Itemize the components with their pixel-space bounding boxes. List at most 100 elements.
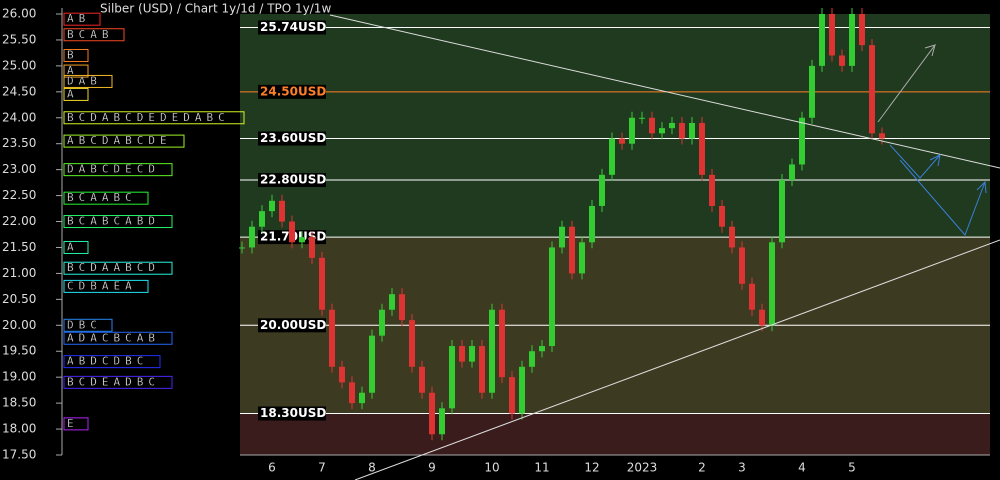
tpo-letters: B <box>67 49 79 62</box>
tpo-letters: ABCDABCDE <box>67 134 172 147</box>
candle <box>279 200 285 222</box>
tpo-bar <box>63 49 89 63</box>
candle <box>769 242 775 326</box>
tpo-letters: E <box>67 417 79 430</box>
chart-title: Silber (USD) / Chart 1y/1d / TPO 1y/1w <box>100 2 331 16</box>
candle <box>339 366 345 383</box>
tpo-bar <box>63 111 245 125</box>
candle <box>679 122 685 139</box>
tpo-bar <box>63 331 173 345</box>
tpo-bar <box>63 12 101 26</box>
candle <box>619 138 625 144</box>
tpo-bar <box>63 355 161 369</box>
level-label: 18.30USD <box>260 406 326 420</box>
x-tick-label: 11 <box>534 461 549 475</box>
candle <box>409 320 415 367</box>
candle <box>689 122 695 139</box>
level-label: 23.60USD <box>260 131 326 145</box>
y-tick-label: 24.00 <box>2 110 36 124</box>
tpo-bar <box>63 87 89 101</box>
candle <box>759 309 765 326</box>
candle <box>379 309 385 336</box>
candle <box>729 226 735 248</box>
candle <box>449 346 455 409</box>
tpo-letters: BCDEADBC <box>67 375 160 388</box>
x-tick-label: 2 <box>698 461 706 475</box>
candle <box>499 309 505 378</box>
candle <box>579 242 585 274</box>
tpo-bar <box>63 417 89 431</box>
candle <box>559 226 565 248</box>
tpo-bar <box>63 261 173 275</box>
tpo-bar <box>63 64 89 78</box>
candle <box>309 237 315 258</box>
candle <box>349 382 355 404</box>
x-tick-label: 3 <box>738 461 746 475</box>
tpo-bar <box>63 375 173 389</box>
candle <box>879 133 885 139</box>
candle <box>249 226 255 248</box>
tpo-bar <box>63 134 185 148</box>
tpo-bar <box>63 318 113 332</box>
tpo-letters: A <box>67 240 79 253</box>
candle <box>519 366 525 414</box>
level-label-bg <box>258 406 326 421</box>
candle <box>509 377 515 414</box>
candle <box>659 128 665 134</box>
level-label-bg <box>258 84 326 99</box>
level-label: 22.80USD <box>260 173 326 187</box>
y-tick-label: 18.00 <box>2 422 36 436</box>
candle <box>799 117 805 165</box>
y-tick-label: 17.50 <box>2 448 36 462</box>
candle <box>419 366 425 393</box>
candle <box>589 205 595 243</box>
tpo-letters: DAB <box>67 74 102 87</box>
x-tick-label: 2023 <box>627 461 658 475</box>
candle <box>529 351 535 367</box>
candle <box>779 180 785 243</box>
candle <box>809 65 815 118</box>
tpo-letters: A <box>67 64 79 77</box>
tpo-letters: CDBAEA <box>67 279 137 292</box>
tpo-letters: DABCDECD <box>67 163 160 176</box>
trendlines <box>329 14 1000 480</box>
candle <box>289 221 295 243</box>
level-label-bg <box>258 318 326 333</box>
tpo-letters: AB <box>67 12 90 25</box>
candle <box>429 392 435 435</box>
tpo-letters: BCAB <box>67 28 114 41</box>
candle <box>629 117 635 144</box>
y-tick-label: 22.50 <box>2 188 36 202</box>
candle <box>259 211 265 227</box>
y-tick-label: 25.00 <box>2 58 36 72</box>
tpo-bar <box>63 215 173 229</box>
y-tick-label: 23.50 <box>2 136 36 150</box>
candle <box>849 14 855 66</box>
background: 26.00 25.50 25.00 24.50 24.00 23.50 23.00 22.50… <box>2 7 990 462</box>
level-label-bg <box>258 131 326 146</box>
candle <box>859 14 865 46</box>
candle <box>239 247 245 249</box>
x-tick-label: 7 <box>318 461 326 475</box>
y-tick-label: 26.00 <box>2 7 36 21</box>
candle <box>839 55 845 66</box>
x-tick-label: 9 <box>428 461 436 475</box>
candle <box>369 335 375 393</box>
y-tick-label: 23.00 <box>2 162 36 176</box>
candle <box>439 408 445 435</box>
x-tick-label: 8 <box>368 461 376 475</box>
x-tick-label: 4 <box>798 461 806 475</box>
candle <box>539 346 545 352</box>
candle <box>669 122 675 129</box>
y-tick-label: 24.50 <box>2 84 36 98</box>
candle <box>869 45 875 134</box>
x-tick-label: 10 <box>484 461 499 475</box>
candle <box>719 205 725 227</box>
candle <box>269 200 275 212</box>
candle <box>739 247 745 284</box>
tpo-bar <box>63 74 113 88</box>
candle <box>389 294 395 310</box>
candle <box>599 174 605 206</box>
y-tick-label: 21.50 <box>2 240 36 254</box>
